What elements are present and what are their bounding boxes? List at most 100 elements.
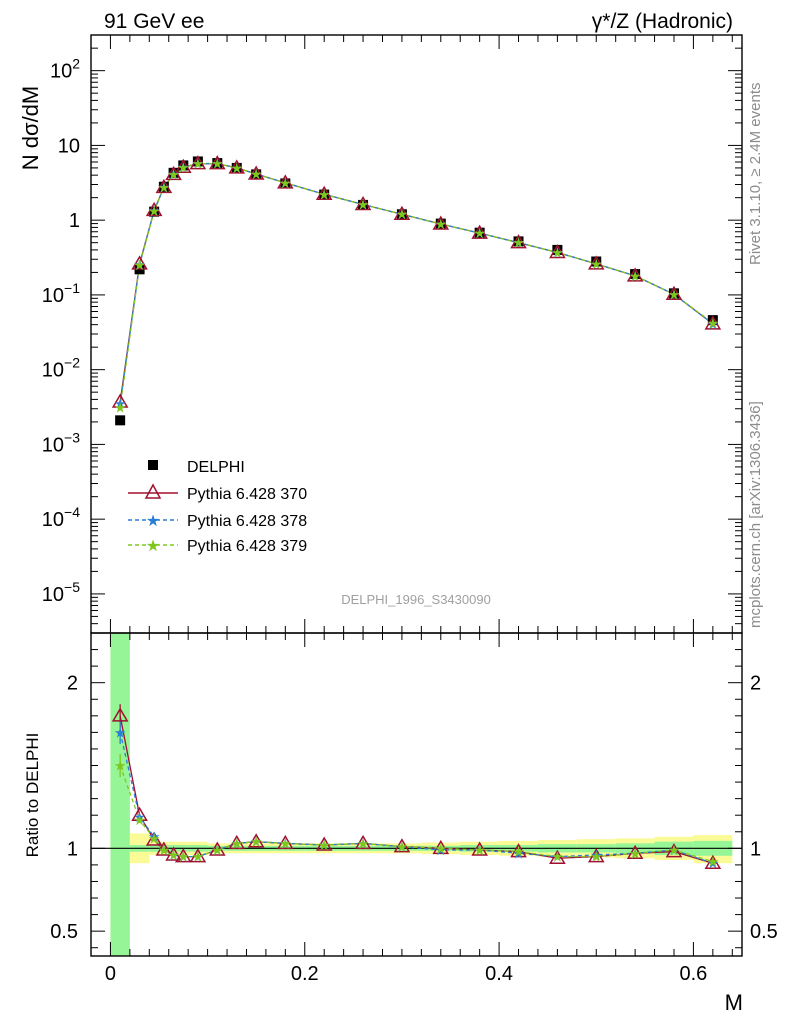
analysis-id-label: DELPHI_1996_S3430090 — [341, 592, 491, 607]
legend-marker-star: ★ — [146, 513, 160, 530]
ratio-point-py379: ★ — [192, 849, 205, 865]
mc-point-py378: ★ — [590, 256, 603, 272]
legend-entry-py378: ★ Pythia 6.428 378 — [128, 513, 307, 530]
ratio-point-py370 — [471, 841, 488, 856]
ratio-point-py379: ★ — [629, 845, 642, 861]
mc-point-py379: ★ — [318, 186, 331, 202]
legend-entry-delphi: DELPHI — [148, 459, 245, 476]
data-point-delphi — [630, 269, 641, 280]
mc-point-py370 — [393, 205, 411, 220]
data-point-delphi — [149, 206, 160, 217]
ratio-point-py378: ★ — [590, 847, 603, 863]
ratio-point-py379: ★ — [396, 839, 409, 855]
y-tick-label: 10−4 — [42, 504, 80, 531]
ratio-point-py370 — [228, 834, 246, 850]
ratio-point-py378: ★ — [357, 835, 370, 851]
mc-point-py370 — [247, 165, 265, 180]
x-tick-label: 0.6 — [680, 963, 708, 985]
ratio-point-py379: ★ — [707, 854, 720, 870]
ratio-point-py378: ★ — [158, 842, 171, 858]
mc-point-py378: ★ — [250, 166, 263, 182]
mc-point-py379: ★ — [629, 268, 642, 284]
ratio-point-py370 — [665, 843, 683, 858]
x-tick-label: 0 — [105, 963, 116, 985]
ratio-point-py378: ★ — [435, 842, 448, 858]
ratio-tick-label-left: 0.5 — [50, 921, 78, 943]
ratio-point-py378: ★ — [668, 842, 681, 858]
ratio-point-py379: ★ — [133, 812, 146, 828]
mc-point-py379: ★ — [148, 203, 161, 219]
mc-point-py370 — [704, 315, 722, 330]
mc-point-py370 — [111, 393, 129, 408]
series-line-py378 — [119, 162, 714, 404]
mc-point-py379: ★ — [250, 166, 263, 182]
mc-point-py370 — [155, 178, 173, 194]
mc-point-py378: ★ — [551, 244, 564, 260]
y-tick-label: 10−3 — [42, 429, 80, 456]
ratio-point-py378: ★ — [230, 835, 243, 851]
mc-point-py370 — [354, 196, 372, 211]
data-point-delphi — [358, 199, 369, 210]
mc-point-py370 — [471, 224, 488, 239]
mc-point-py379: ★ — [133, 257, 146, 273]
ratio-point-py378: ★ — [167, 847, 180, 863]
mc-point-py378: ★ — [230, 160, 243, 176]
mc-point-py378: ★ — [629, 268, 642, 284]
data-point-delphi — [192, 156, 203, 167]
ratio-point-py379: ★ — [551, 849, 564, 865]
data-point-delphi — [168, 167, 179, 178]
ratio-point-py379: ★ — [211, 842, 224, 858]
ratio-point-py378: ★ — [512, 845, 525, 861]
legend-label-py379: Pythia 6.428 379 — [187, 538, 307, 555]
ratio-point-py370 — [432, 839, 450, 855]
y-tick-label: 10−2 — [42, 355, 80, 382]
ratio-point-py379: ★ — [512, 844, 525, 860]
ratio-point-py379: ★ — [230, 835, 243, 851]
ratio-y-axis-label: Ratio to DELPHI — [23, 733, 42, 858]
data-point-delphi — [591, 256, 602, 267]
ratio-point-py379: ★ — [318, 837, 331, 853]
mc-point-py378: ★ — [707, 316, 720, 332]
ratio-point-py379: ★ — [590, 849, 603, 865]
ratio-point-py379: ★ — [357, 835, 370, 851]
x-tick-label: 0.2 — [291, 963, 319, 985]
ratio-band-green — [110, 633, 130, 956]
ratio-point-py378: ★ — [551, 849, 564, 865]
ratio-point-py370 — [145, 831, 163, 846]
ratio-point-py378: ★ — [396, 839, 409, 855]
mc-point-py379: ★ — [707, 315, 720, 331]
mcplots-label: mcplots.cern.ch [arXiv:1306.3436] — [747, 401, 764, 628]
ratio-point-py370 — [354, 834, 372, 850]
mc-point-py379: ★ — [177, 159, 190, 175]
x-axis-label: M — [725, 990, 743, 1015]
main-series-markers: ★★★★★★ ★ ★ ★ ★★★★★★★★★★★★★★★★★★★ ★ ★ ★ ★★★★★★★★★… — [111, 155, 722, 426]
mc-point-py370 — [131, 255, 148, 270]
mc-point-py370 — [165, 165, 182, 181]
ratio-point-py378: ★ — [114, 724, 127, 740]
ratio-point-py378: ★ — [250, 834, 263, 850]
legend-entry-py379: ★ Pythia 6.428 379 — [128, 538, 307, 555]
mc-point-py378: ★ — [192, 156, 205, 172]
mc-point-py370 — [587, 255, 605, 270]
mc-point-py379: ★ — [211, 156, 224, 172]
mc-point-py378: ★ — [512, 235, 525, 251]
ratio-point-py378: ★ — [473, 842, 486, 858]
mc-point-py379: ★ — [357, 197, 370, 213]
main-series-lines — [119, 162, 714, 408]
series-line-py379 — [119, 163, 714, 408]
mc-point-py378: ★ — [158, 179, 171, 195]
ratio-tick-label-right: 0.5 — [750, 921, 778, 943]
mc-point-py370 — [277, 174, 294, 189]
ratio-point-py379: ★ — [250, 834, 263, 850]
ratio-point-py370 — [131, 806, 148, 821]
data-point-delphi — [668, 288, 679, 299]
legend-marker-star: ★ — [146, 538, 160, 555]
data-point-delphi — [251, 169, 262, 180]
mc-point-py378: ★ — [114, 396, 127, 412]
ratio-point-py370 — [393, 838, 411, 853]
ratio-point-py379: ★ — [435, 840, 448, 856]
x-axis: 0 0.2 0.4 0.6 — [105, 35, 733, 985]
y-tick-label: 10 — [58, 135, 80, 157]
ratio-point-py370 — [704, 854, 722, 869]
